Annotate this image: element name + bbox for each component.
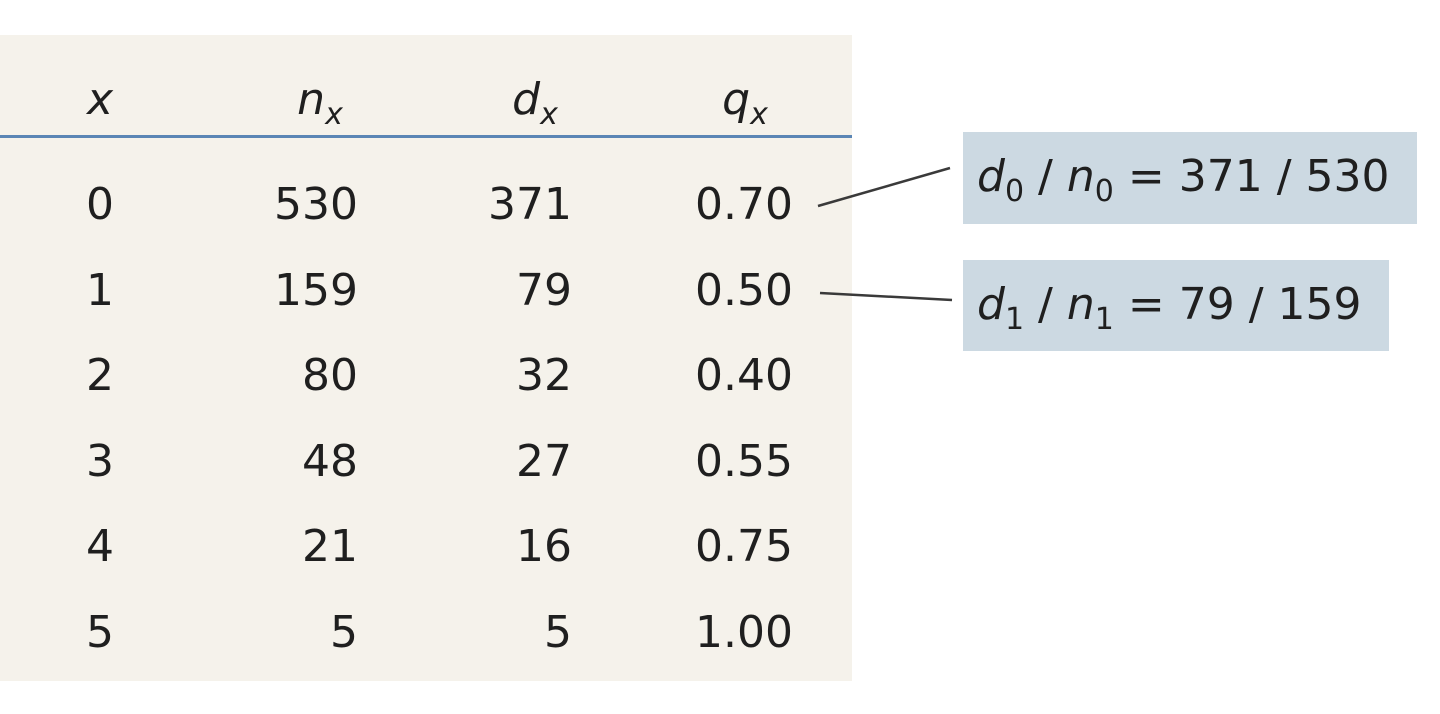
cell-dx-row-2: 32 [516, 350, 572, 401]
cell-dx-row-3: 27 [516, 435, 572, 487]
cell-qx-row-1: 0.50 [695, 264, 793, 316]
cell-nx-row-4: 21 [302, 521, 358, 572]
cell-nx-row-3: 48 [302, 435, 358, 487]
cell-dx-row-1: 79 [516, 264, 572, 316]
cell-nx-row-1: 159 [274, 264, 358, 316]
cell-dx-row-5: 5 [544, 606, 572, 658]
life-table-panel [0, 35, 852, 681]
column-header-x: x [86, 74, 114, 125]
cell-nx-row-0: 530 [274, 179, 358, 230]
header-rule [0, 135, 852, 138]
cell-x-row-3: 3 [86, 435, 114, 487]
callout-q0-calculation: d0 / n0 = 371 / 530 [963, 132, 1417, 224]
cell-qx-row-3: 0.55 [695, 435, 793, 487]
cell-x-row-1: 1 [86, 264, 114, 316]
cell-nx-row-2: 80 [302, 350, 358, 401]
cell-qx-row-2: 0.40 [695, 350, 793, 401]
cell-x-row-4: 4 [86, 521, 114, 572]
column-header-qx: qx [722, 74, 768, 132]
cell-nx-row-5: 5 [330, 606, 358, 658]
cell-qx-row-5: 1.00 [695, 606, 793, 658]
cell-qx-row-0: 0.70 [695, 179, 793, 230]
cell-dx-row-4: 16 [516, 521, 572, 572]
callout-q1-calculation: d1 / n1 = 79 / 159 [963, 260, 1389, 351]
column-header-dx: dx [512, 74, 558, 132]
column-header-nx: nx [297, 74, 343, 132]
cell-x-row-2: 2 [86, 350, 114, 401]
cell-x-row-0: 0 [86, 179, 114, 230]
cell-qx-row-4: 0.75 [695, 521, 793, 572]
cell-x-row-5: 5 [86, 606, 114, 658]
cell-dx-row-0: 371 [488, 179, 572, 230]
